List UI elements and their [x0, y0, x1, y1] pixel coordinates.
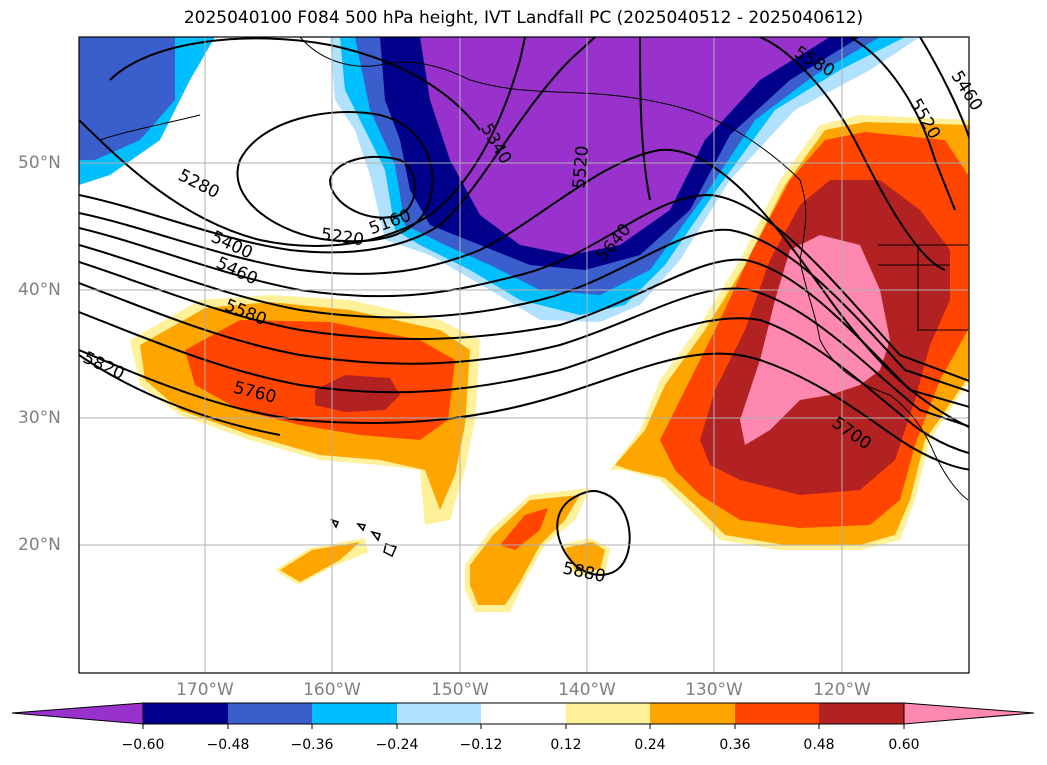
colorbar-tick-label: 0.36 — [719, 737, 751, 753]
ivt-positive-small-orange — [565, 542, 605, 570]
colorbar-segment — [228, 703, 312, 724]
colorbar-segment — [650, 703, 735, 724]
ivt-positive-central-red — [500, 508, 548, 550]
coastlines — [99, 37, 969, 501]
colorbar-tick-label: 0.60 — [888, 737, 920, 753]
colorbar-tick-label: −0.24 — [375, 737, 419, 753]
contour-label: 5460 — [946, 67, 986, 114]
map-title: 2025040100 F084 500 hPa height, IVT Land… — [183, 8, 864, 28]
ivt-fill-layer — [79, 37, 969, 612]
colorbar-segment — [397, 703, 481, 724]
map-panel: 5280 5400 5460 5580 5760 5820 5220 5160 … — [78, 36, 986, 674]
colorbar-tick-label: −0.60 — [121, 737, 165, 753]
lon-label-150w: 150°W — [431, 680, 489, 700]
ivt-positive-east-pink — [740, 235, 890, 445]
contour-label: 5280 — [175, 166, 223, 203]
colorbar-segment — [312, 703, 397, 724]
height-contours — [79, 37, 969, 576]
lat-label-20n: 20°N — [18, 535, 61, 555]
colorbar-frame — [142, 702, 905, 725]
lat-label-50n: 50°N — [18, 153, 61, 173]
contour-label: 5520 — [569, 145, 593, 190]
colorbar-tick-label: 0.24 — [634, 737, 666, 753]
colorbar-tick-label: 0.12 — [550, 737, 582, 753]
contour-label: 5820 — [80, 348, 128, 384]
colorbar-over-arrow — [903, 702, 1035, 725]
ivt-negative-mid — [79, 37, 175, 160]
colorbar-segment — [566, 703, 650, 724]
colorbar-segment — [819, 703, 904, 724]
hawaii-islands — [330, 518, 398, 558]
colorbar-ticks — [142, 724, 905, 729]
lon-label-170w: 170°W — [176, 680, 234, 700]
ivt-positive-hawaii-orange — [280, 542, 360, 582]
colorbar-tick-label: −0.36 — [290, 737, 334, 753]
colorbar-tick-label: 0.48 — [803, 737, 835, 753]
lat-label-30n: 30°N — [18, 408, 61, 428]
colorbar-segment — [143, 703, 228, 724]
colorbar-segment — [735, 703, 819, 724]
colorbar-segment — [481, 703, 566, 724]
ivt-positive-west-dark — [315, 375, 400, 412]
colorbar-tick-label: −0.12 — [459, 737, 503, 753]
lon-label-160w: 160°W — [303, 680, 361, 700]
ivt-positive-west-red — [185, 320, 455, 440]
colorbar-tick-label: −0.48 — [206, 737, 250, 753]
lon-label-130w: 130°W — [685, 680, 743, 700]
ivt-positive-central-orange — [470, 495, 580, 605]
ivt-negative-purple — [420, 37, 830, 255]
lon-label-140w: 140°W — [558, 680, 616, 700]
colorbar — [11, 702, 1035, 729]
lat-label-40n: 40°N — [18, 280, 61, 300]
lon-label-120w: 120°W — [813, 680, 871, 700]
colorbar-under-arrow — [11, 702, 144, 725]
map-frame — [78, 36, 970, 674]
gridlines — [79, 37, 969, 673]
